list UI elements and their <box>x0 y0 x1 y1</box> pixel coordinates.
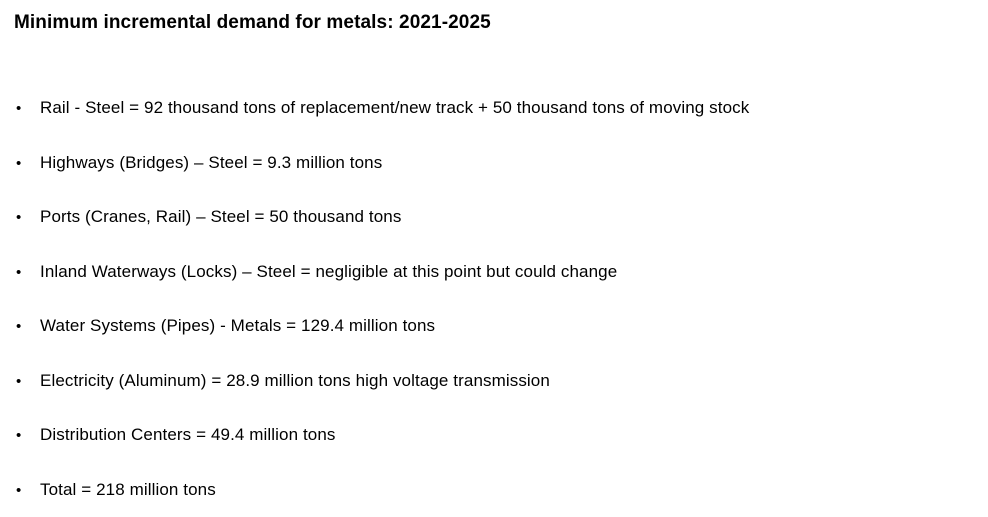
list-item: • Electricity (Aluminum) = 28.9 million … <box>14 370 974 393</box>
list-item-text: Rail - Steel = 92 thousand tons of repla… <box>40 98 750 117</box>
bullet-marker-icon: • <box>16 154 22 172</box>
list-item: • Rail - Steel = 92 thousand tons of rep… <box>14 97 974 120</box>
list-item: • Distribution Centers = 49.4 million to… <box>14 424 974 447</box>
bullet-marker-icon: • <box>16 209 22 226</box>
bullet-marker-icon: • <box>16 318 22 335</box>
list-item-text: Electricity (Aluminum) = 28.9 million to… <box>40 370 550 390</box>
page-title: Minimum incremental demand for metals: 2… <box>14 12 491 33</box>
bullet-marker-icon: • <box>16 263 22 281</box>
list-item-text: Ports (Cranes, Rail) – Steel = 50 thousa… <box>40 207 402 226</box>
list-item-text: Total = 218 million tons <box>40 479 216 499</box>
bullet-list: • Rail - Steel = 92 thousand tons of rep… <box>14 97 974 502</box>
list-item: • Ports (Cranes, Rail) – Steel = 50 thou… <box>14 206 974 229</box>
bullet-marker-icon: • <box>16 427 22 444</box>
bullet-marker-icon: • <box>16 481 22 499</box>
list-item-text: Highways (Bridges) – Steel = 9.3 million… <box>40 152 383 172</box>
list-item-text: Inland Waterways (Locks) – Steel = negli… <box>40 261 618 281</box>
list-item: • Highways (Bridges) – Steel = 9.3 milli… <box>14 152 974 175</box>
list-item-text: Water Systems (Pipes) - Metals = 129.4 m… <box>40 316 436 335</box>
list-item: • Inland Waterways (Locks) – Steel = neg… <box>14 261 974 284</box>
bullet-marker-icon: • <box>16 100 22 117</box>
list-item: • Total = 218 million tons <box>14 479 974 502</box>
list-item: • Water Systems (Pipes) - Metals = 129.4… <box>14 315 974 338</box>
bullet-marker-icon: • <box>16 372 22 390</box>
list-item-text: Distribution Centers = 49.4 million tons <box>40 425 336 444</box>
